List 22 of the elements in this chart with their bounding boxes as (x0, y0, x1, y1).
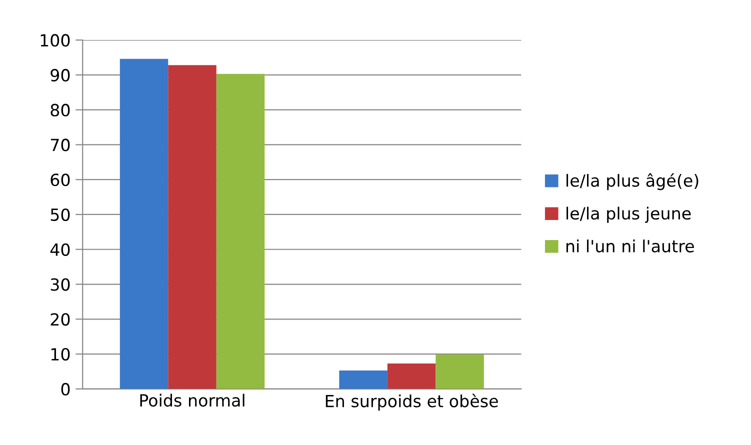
bar (168, 65, 216, 389)
y-tick-label: 0 (61, 382, 70, 396)
bar (387, 363, 436, 389)
y-tick-label: 10 (51, 348, 70, 361)
y-tick-label: 80 (50, 104, 70, 116)
bar (216, 74, 265, 389)
bar (436, 354, 484, 389)
legend-label: le/la plus jeune (566, 206, 691, 223)
y-tick-label: 70 (50, 138, 70, 152)
y-tick-label: 20 (50, 313, 70, 326)
bar (339, 370, 388, 389)
y-tick-label: 50 (50, 208, 70, 222)
y-tick-label: 60 (50, 174, 70, 186)
y-tick-label: 30 (50, 278, 70, 291)
legend-label: ni l'un ni l'autre (566, 240, 694, 252)
x-tick-label: En surpoids et obèse (326, 394, 498, 411)
legend-label: le/la plus âgé(e) (566, 173, 698, 190)
x-tick-label: Poids normal (140, 394, 244, 407)
y-tick-label: 90 (50, 68, 70, 82)
y-tick-label: 100 (40, 34, 70, 47)
bar (120, 58, 168, 389)
y-tick-label: 40 (50, 243, 70, 256)
